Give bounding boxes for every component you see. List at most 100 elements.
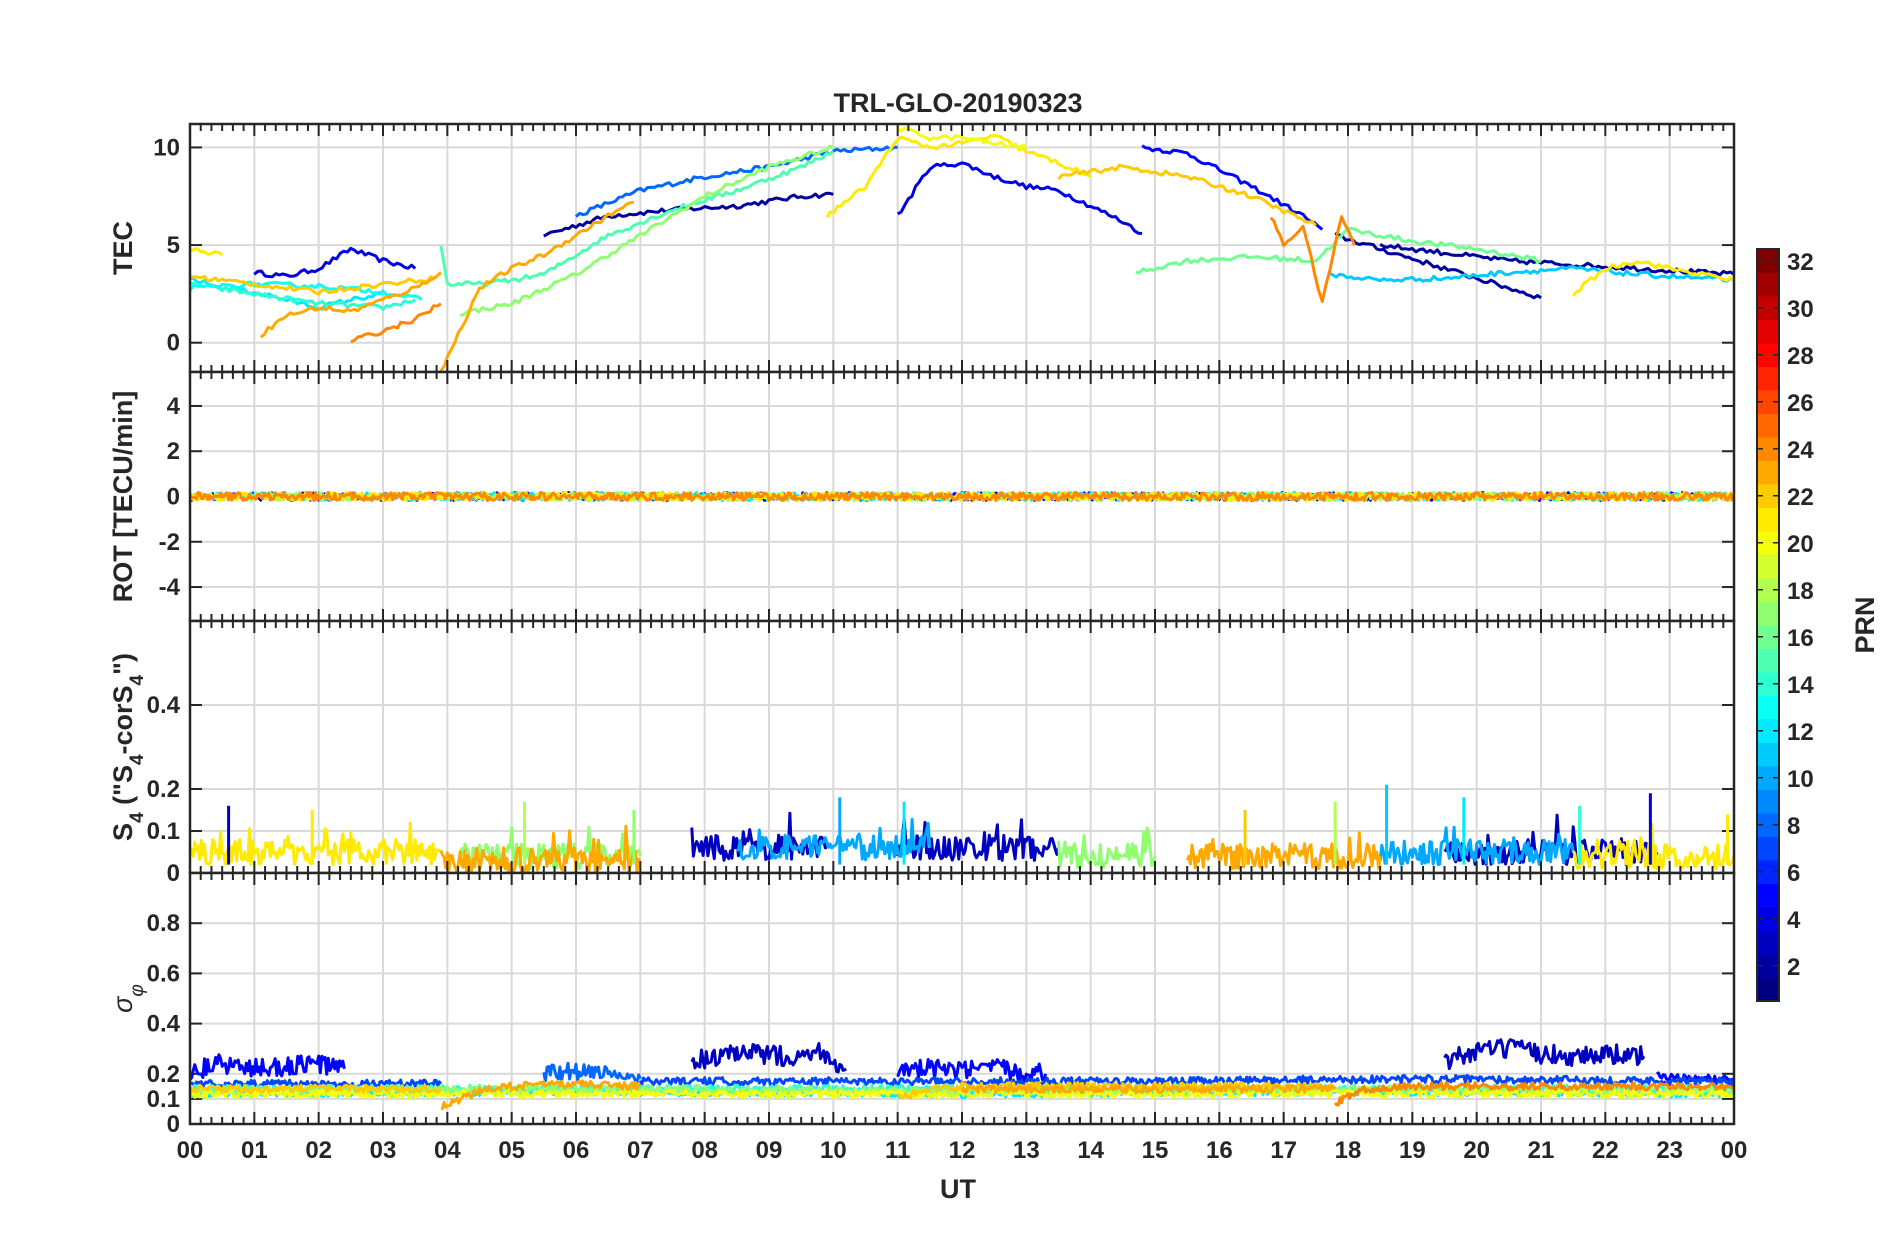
colorbar-tick-label: 6 (1787, 860, 1800, 887)
colorbar-tick-label: 28 (1787, 343, 1814, 370)
y-tick-label: 0 (167, 484, 180, 511)
colorbar-frame (1756, 248, 1780, 1002)
x-tick-label: 08 (691, 1137, 718, 1164)
colorbar-swatch (1757, 390, 1779, 414)
series-line-prn-14 (190, 282, 416, 311)
series-group-s4 (190, 784, 1734, 873)
series-group-tec (190, 126, 1734, 372)
colorbar-swatch (1757, 719, 1779, 743)
x-tick-label: 03 (370, 1137, 397, 1164)
colorbar-swatch (1757, 977, 1779, 1002)
x-tick-label: 10 (820, 1137, 847, 1164)
colorbar-swatch (1757, 836, 1779, 861)
x-tick-label: 07 (627, 1137, 654, 1164)
series-line-prn-4 (896, 161, 1143, 235)
colorbar-swatch (1757, 813, 1779, 837)
series-line-prn-5 (190, 1053, 346, 1081)
colorbar-tick-label: 8 (1787, 813, 1800, 840)
panel-sigma: 00.10.2 0.4 0.6 0.8 σφ (108, 871, 1736, 1138)
colorbar-swatch (1757, 249, 1779, 273)
series-line-prn-23 (259, 271, 442, 339)
x-tick-label: 23 (1656, 1137, 1683, 1164)
series-group-rot (190, 491, 1734, 502)
colorbar-tick-label: 22 (1787, 484, 1814, 511)
colorbar-swatch (1757, 766, 1779, 790)
series-line-prn-17 (1057, 826, 1157, 870)
y-axis-label-sigma: σφ (108, 984, 148, 1013)
x-tick-label: 16 (1206, 1137, 1233, 1164)
colorbar-tick-label: 12 (1787, 719, 1814, 746)
colorbar-swatch (1757, 672, 1779, 696)
y-tick-label: 0.2 (147, 1061, 180, 1088)
series-line-prn-22 (190, 274, 436, 296)
colorbar-swatch (1757, 272, 1779, 297)
colorbar-swatch (1757, 648, 1779, 673)
y-axis-label-rot: ROT [TECU/min] (108, 391, 138, 602)
x-tick-label: 06 (563, 1137, 590, 1164)
series-line-prn-23 (440, 1079, 642, 1111)
colorbar-tick-label: 16 (1787, 625, 1814, 652)
x-tick-label: 19 (1399, 1137, 1426, 1164)
colorbar-swatch (1757, 695, 1779, 720)
colorbar-tick-label: 14 (1787, 672, 1814, 699)
series-group-sigma (190, 1038, 1734, 1111)
series-line-prn-5 (896, 1058, 1048, 1083)
colorbar-swatch (1757, 930, 1779, 955)
colorbar-tick-label: 2 (1787, 954, 1800, 981)
y-tick-label: 0.1 (147, 1086, 180, 1113)
series-line-prn-17 (459, 144, 834, 318)
colorbar-swatch (1757, 860, 1779, 884)
colorbar-swatch (1757, 578, 1779, 602)
series-line-prn-22 (1057, 163, 1317, 227)
y-tick-label: 0 (167, 860, 180, 887)
colorbar-swatch (1757, 789, 1779, 814)
y-tick-label: 0.4 (147, 1011, 181, 1038)
series-line-prn-8 (542, 1061, 642, 1084)
colorbar-swatch (1757, 484, 1779, 508)
y-tick-label: 0 (167, 330, 180, 357)
series-line-prn-2 (1334, 231, 1542, 300)
series-line-prn-5 (1141, 144, 1324, 231)
axes-box-sigma (188, 871, 1736, 1126)
x-tick-label: 05 (498, 1137, 525, 1164)
colorbar-swatch (1757, 907, 1779, 931)
x-tick-label: 18 (1335, 1137, 1362, 1164)
y-tick-label: 0.2 (147, 776, 180, 803)
colorbar-tick-label: 20 (1787, 531, 1814, 558)
x-tick-label: 09 (756, 1137, 783, 1164)
x-tick-label: 04 (434, 1137, 461, 1164)
colorbar-swatch (1757, 601, 1779, 626)
x-tick-label: 14 (1077, 1137, 1104, 1164)
colorbar-swatch (1757, 954, 1779, 978)
x-tick-label: 15 (1142, 1137, 1169, 1164)
colorbar-swatch (1757, 413, 1779, 438)
series-line-prn-11 (1328, 265, 1734, 283)
y-tick-label: 0.1 (147, 818, 180, 845)
panel-tec: 0 5 10 TEC (108, 122, 1736, 374)
colorbar-tick-label: 32 (1787, 249, 1814, 276)
x-tick-label: 20 (1463, 1137, 1490, 1164)
y-tick-label: 0.6 (147, 960, 180, 987)
series-line-prn-24 (350, 302, 442, 344)
colorbar-tick-label: 4 (1787, 907, 1801, 934)
series-line-prn-20 (190, 1088, 1734, 1100)
colorbar-tick-label: 10 (1787, 766, 1814, 793)
colorbar-swatch (1757, 366, 1779, 391)
series-line-prn-21 (190, 247, 224, 257)
series-line-prn-13 (190, 280, 423, 301)
colorbar-swatch (1757, 883, 1779, 908)
series-line-prn-21 (1571, 823, 1734, 871)
series-line-prn-23 (439, 200, 635, 372)
x-tick-label: 01 (241, 1137, 268, 1164)
y-tick-label: -4 (159, 574, 181, 601)
panel-rot: -4 -2 0 2 4 ROT [TECU/min] (108, 370, 1736, 623)
y-tick-label: 0.8 (147, 910, 180, 937)
series-line-prn-20 (896, 126, 1028, 149)
colorbar-swatch (1757, 343, 1779, 367)
series-line-prn-22 (190, 1083, 442, 1095)
colorbar-swatch (1757, 742, 1779, 767)
colorbar-swatch (1757, 319, 1779, 344)
